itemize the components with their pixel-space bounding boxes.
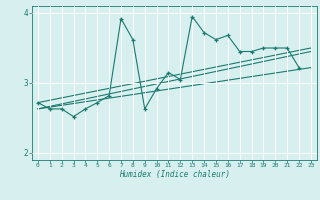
X-axis label: Humidex (Indice chaleur): Humidex (Indice chaleur) [119,170,230,179]
